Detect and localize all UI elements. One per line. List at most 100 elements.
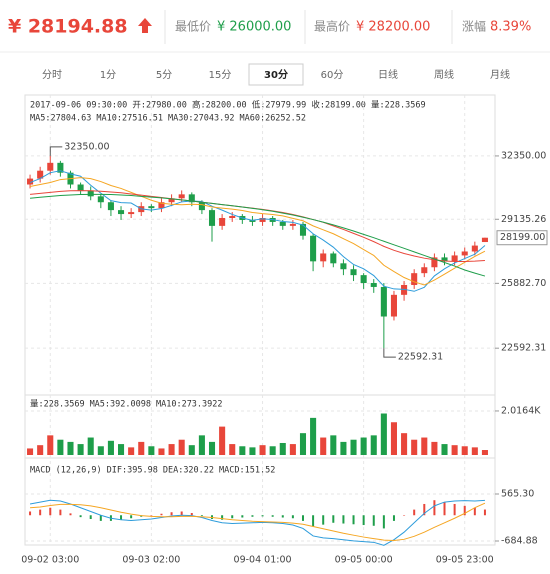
macd-bar xyxy=(221,515,224,520)
plot: 09-02 03:00 09-03 02:00 09-04 01:00 09-05 0… xyxy=(21,95,548,566)
macd-bar xyxy=(69,513,72,516)
volume-bar xyxy=(118,444,125,455)
tab-selected-box xyxy=(248,63,304,86)
candle-body xyxy=(330,253,337,264)
candle-body xyxy=(128,212,135,215)
tab[interactable]: 月线 xyxy=(490,68,510,81)
macd-bar xyxy=(120,515,123,520)
legend-entry: 量:228.3569 xyxy=(30,400,85,410)
macd-bar xyxy=(99,515,102,521)
macd-bar xyxy=(301,515,304,521)
volume-bar xyxy=(390,422,397,455)
macd-bar xyxy=(372,515,375,526)
volume-bar xyxy=(451,445,458,455)
tab[interactable]: 5分 xyxy=(156,69,172,81)
candle-body xyxy=(188,194,195,203)
tab[interactable]: 周线 xyxy=(434,68,454,81)
macd-bar xyxy=(423,503,426,516)
macd-bar xyxy=(160,513,163,516)
candle-body xyxy=(178,194,185,199)
candle-body xyxy=(37,170,44,179)
volume-bar xyxy=(461,446,468,455)
tab-bar: 分时 1分 5分 15分 30分 60分 日线 周线 月线 xyxy=(42,63,510,86)
macd-bar xyxy=(382,515,385,529)
macd-bar xyxy=(392,515,395,521)
macd-bar xyxy=(443,502,446,516)
volume-bar xyxy=(107,440,114,455)
candle-body xyxy=(107,202,114,211)
volume-bar xyxy=(97,446,104,455)
y-tick-label: 565.30 xyxy=(501,488,534,499)
tab[interactable]: 1分 xyxy=(100,69,116,81)
candle-body xyxy=(208,210,216,226)
macd-bar xyxy=(130,515,133,519)
y-tick-label: 29135.26 xyxy=(501,214,546,225)
macd-bar xyxy=(79,515,82,518)
volume-bar xyxy=(229,444,236,455)
volume-bar xyxy=(340,441,347,455)
x-tick-label: 09-05 00:00 xyxy=(335,555,393,566)
candle-body xyxy=(289,223,296,226)
tab[interactable]: 分时 xyxy=(42,69,62,81)
up-arrow xyxy=(138,18,152,33)
tab[interactable]: 日线 xyxy=(378,68,398,81)
macd-bar xyxy=(453,503,456,516)
candle-body xyxy=(118,210,125,215)
volume-bar xyxy=(178,439,185,455)
x-tick-label: 09-02 03:00 xyxy=(21,555,79,566)
macd-bar xyxy=(89,515,92,520)
volume-bar xyxy=(431,441,438,455)
candle-body xyxy=(279,221,286,226)
tab[interactable]: 60分 xyxy=(321,69,344,81)
candle-body xyxy=(198,202,205,211)
volume-bar xyxy=(269,446,276,455)
candle-body xyxy=(57,162,64,173)
macd-line xyxy=(30,502,486,541)
ma-line xyxy=(30,193,486,277)
low-label: 最低价 xyxy=(175,20,211,34)
candle-body xyxy=(340,263,347,270)
last-price-label: 28199.00 xyxy=(500,232,545,243)
macd-bar xyxy=(49,507,52,516)
candle-body xyxy=(310,235,317,262)
chart-frame xyxy=(24,94,496,546)
candle-body xyxy=(370,283,377,287)
candle-body xyxy=(461,251,468,256)
candle-body xyxy=(97,196,104,203)
tab[interactable]: 15分 xyxy=(209,69,232,81)
volume-bar xyxy=(310,417,317,455)
candle-body xyxy=(451,255,458,262)
macd-bar xyxy=(29,511,32,516)
volume-bar xyxy=(330,435,337,455)
volume-bar xyxy=(299,433,307,455)
legend-entry: MA5:27804.63 xyxy=(30,114,91,124)
volume-bar xyxy=(198,435,205,455)
legend-entry: MA5:392.0098 xyxy=(90,400,151,410)
macd-bar xyxy=(180,511,183,516)
change-label: 涨幅 xyxy=(462,19,486,34)
high-value: ¥ 28200.00 xyxy=(356,20,430,35)
volume-bar xyxy=(350,439,357,455)
macd-bar xyxy=(403,515,406,516)
volume-bar xyxy=(188,445,195,455)
annotation-leader xyxy=(49,146,63,156)
low-value: ¥ 26000.00 xyxy=(217,20,291,35)
macd-bar xyxy=(362,515,365,526)
volume-bar xyxy=(370,435,377,455)
candle-body xyxy=(158,202,165,209)
legend-entry: MA30:27043.92 xyxy=(168,114,235,124)
candle-body xyxy=(259,217,266,222)
volume-bar xyxy=(471,447,478,455)
candle-body xyxy=(47,162,54,171)
volume-bar xyxy=(128,447,135,455)
x-tick-label: 09-05 23:00 xyxy=(436,555,494,566)
legend-entry: DEA:320.22 xyxy=(163,466,214,476)
legend-entry: MA10:27516.51 xyxy=(96,114,163,124)
macd-bar xyxy=(413,509,416,516)
macd-bar xyxy=(322,515,325,525)
tab[interactable]: 30分 xyxy=(264,68,288,81)
macd-bar xyxy=(241,515,244,518)
current-price: ¥ 28194.88 xyxy=(8,16,128,38)
macd-bar xyxy=(200,515,203,517)
